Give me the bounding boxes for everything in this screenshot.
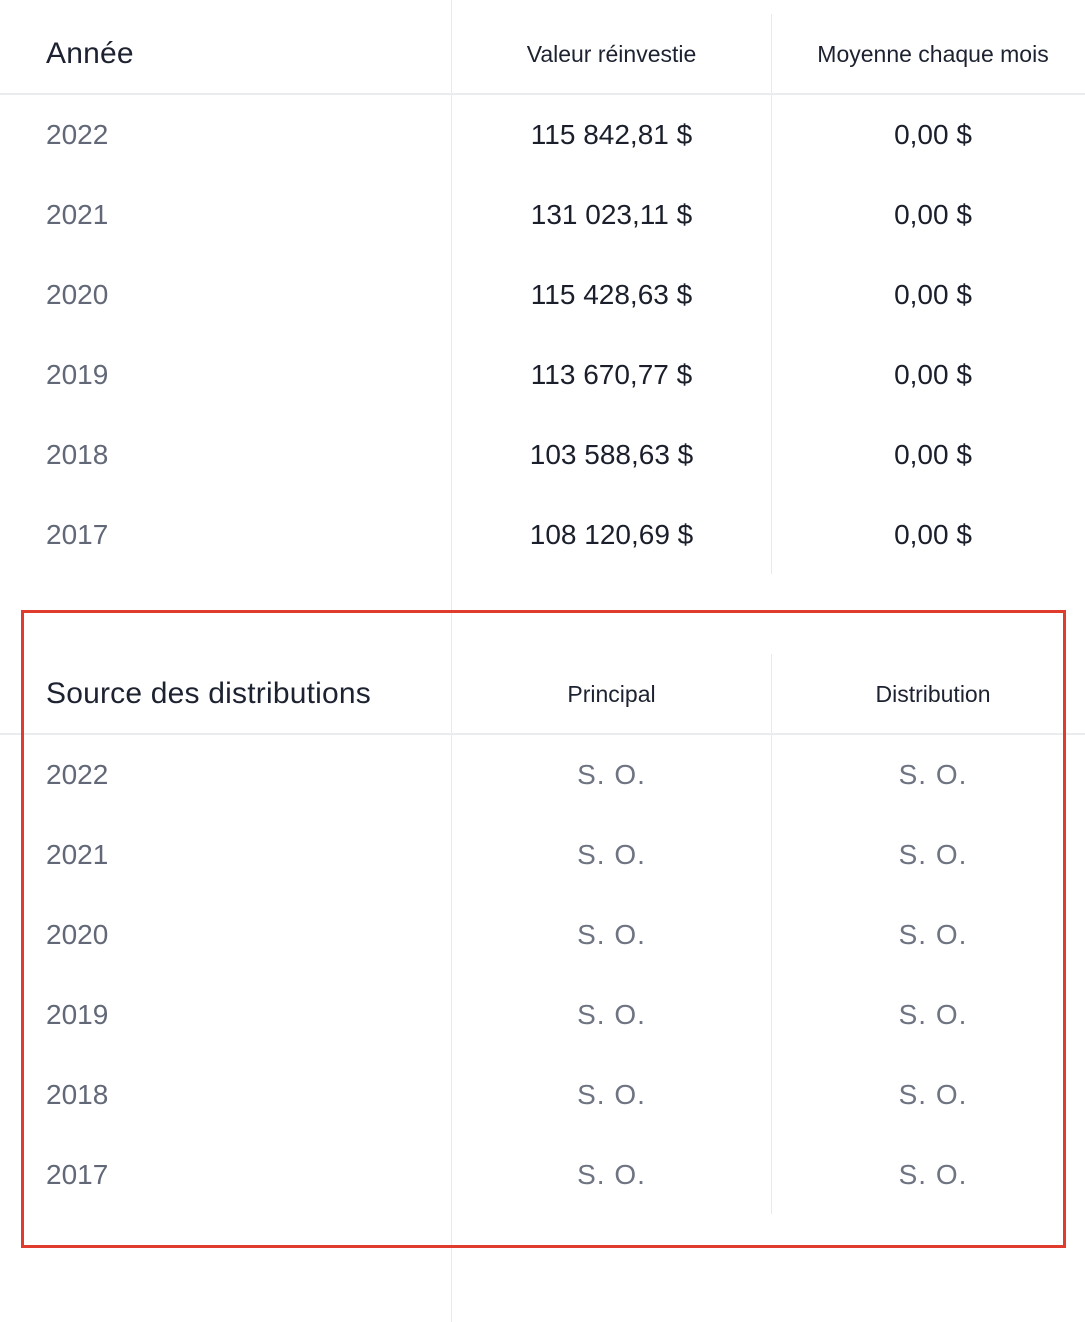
- year-column-title: Année: [46, 37, 134, 70]
- row-year: 2020: [46, 919, 109, 950]
- row-reinvested-value: 131 023,11 $: [530, 199, 693, 230]
- monthly-average-header: Moyenne chaque mois: [817, 40, 1049, 67]
- row-reinvested-value: 103 588,63 $: [529, 439, 694, 470]
- row-principal: S. O.: [577, 1159, 646, 1190]
- row-year: 2022: [46, 119, 109, 150]
- distribution-header: Distribution: [875, 680, 991, 707]
- row-monthly-average: 0,00 $: [894, 119, 972, 150]
- row-principal: S. O.: [577, 919, 646, 950]
- row-monthly-average: 0,00 $: [894, 359, 972, 390]
- row-principal: S. O.: [577, 839, 646, 870]
- header-divider-bottom: [0, 733, 1085, 735]
- row-reinvested-value: 115 842,81 $: [530, 119, 693, 150]
- row-year: 2019: [46, 999, 109, 1030]
- row-year: 2018: [46, 439, 109, 470]
- principal-header: Principal: [567, 680, 656, 707]
- row-monthly-average: 0,00 $: [894, 199, 972, 230]
- header-divider-top: [0, 93, 1085, 95]
- column-divider-2-bottom: [771, 654, 772, 1214]
- row-year: 2020: [46, 279, 109, 310]
- row-year: 2021: [46, 199, 109, 230]
- distribution-source-title: Source des distributions: [46, 677, 371, 710]
- row-distribution: S. O.: [898, 1159, 968, 1190]
- row-year: 2022: [46, 759, 109, 790]
- row-year: 2017: [46, 519, 109, 550]
- row-monthly-average: 0,00 $: [894, 519, 972, 550]
- row-distribution: S. O.: [898, 1079, 968, 1110]
- row-distribution: S. O.: [898, 919, 968, 950]
- row-principal: S. O.: [577, 1079, 646, 1110]
- row-distribution: S. O.: [898, 839, 968, 870]
- row-distribution: S. O.: [898, 759, 968, 790]
- row-principal: S. O.: [577, 759, 646, 790]
- column-divider-2-top: [771, 14, 772, 574]
- row-year: 2018: [46, 1079, 109, 1110]
- row-principal: S. O.: [577, 999, 646, 1030]
- row-year: 2017: [46, 1159, 109, 1190]
- row-monthly-average: 0,00 $: [894, 279, 972, 310]
- column-divider-1: [451, 0, 452, 1322]
- row-year: 2021: [46, 839, 109, 870]
- row-reinvested-value: 113 670,77 $: [530, 359, 693, 390]
- row-reinvested-value: 108 120,69 $: [529, 519, 694, 550]
- row-year: 2019: [46, 359, 109, 390]
- row-distribution: S. O.: [898, 999, 968, 1030]
- reinvested-value-header: Valeur réinvestie: [526, 40, 697, 67]
- row-reinvested-value: 115 428,63 $: [530, 279, 693, 310]
- row-monthly-average: 0,00 $: [894, 439, 972, 470]
